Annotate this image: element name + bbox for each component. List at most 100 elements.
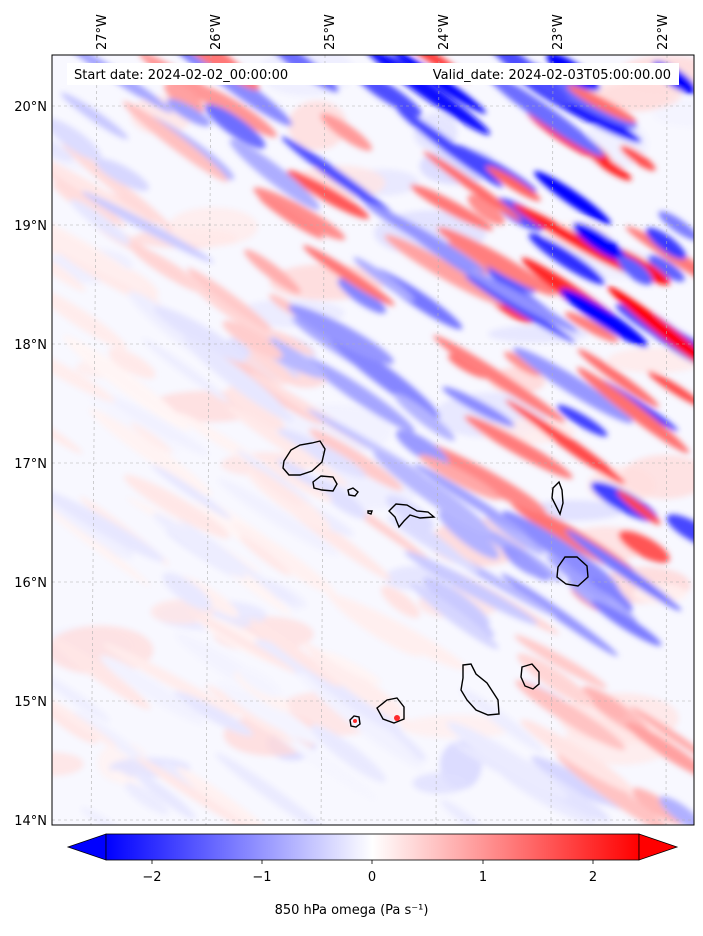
field-streak (576, 367, 690, 454)
field-streak (281, 136, 394, 217)
field-streak (409, 582, 499, 650)
field-streak (310, 724, 386, 783)
field-streak (501, 573, 619, 657)
field-streak (123, 474, 230, 539)
field-streak (52, 490, 165, 562)
field-streak (515, 680, 626, 751)
field-streak (353, 257, 415, 302)
field-blob (52, 752, 84, 776)
lon-tick-label: 22°W (656, 14, 671, 50)
island-branco (367, 510, 373, 515)
field-streak (381, 585, 420, 618)
field-streak (512, 203, 634, 275)
field-streak (502, 511, 618, 589)
lat-tick-label: 14°N (14, 814, 47, 829)
field-streak (187, 267, 273, 332)
field-streak (249, 618, 341, 687)
field-streak (410, 184, 493, 231)
field-streak (452, 742, 541, 791)
field-streak (52, 691, 118, 748)
field-streak (99, 655, 205, 724)
field-streak (205, 684, 294, 744)
field-streak (404, 550, 538, 625)
field-blob (606, 347, 694, 373)
field-streak (413, 463, 527, 535)
lon-tick-label: 27°W (95, 14, 110, 50)
lon-tick-label: 25°W (323, 14, 338, 50)
field-streak (288, 304, 394, 364)
field-streak (176, 766, 293, 825)
field-streak (666, 514, 694, 548)
field-streak (52, 675, 110, 722)
omega-field (52, 55, 694, 825)
field-streak (62, 335, 190, 431)
field-streak (321, 651, 382, 685)
field-streak (52, 638, 151, 710)
colorbar-tick-label: 1 (479, 870, 487, 885)
field-streak (528, 233, 605, 285)
field-streak (103, 643, 239, 718)
field-streak (617, 255, 653, 285)
field-streak (81, 807, 123, 825)
field-streak (433, 335, 566, 424)
field-streak (567, 84, 637, 124)
field-streak (313, 478, 367, 519)
field-streak (309, 428, 403, 491)
field-streak (306, 358, 415, 433)
field-streak (517, 653, 594, 707)
field-streak (438, 510, 500, 560)
field-streak (286, 170, 370, 219)
field-streak (396, 107, 503, 188)
field-streak (70, 199, 131, 245)
field-blob (621, 454, 694, 499)
field-streak (52, 501, 151, 587)
colorbar-bar (105, 833, 640, 861)
field-streak (60, 92, 129, 140)
field-streak (607, 286, 694, 383)
field-streak (183, 336, 294, 422)
field-streak (625, 721, 694, 780)
field-streak (440, 799, 483, 825)
field-streak (270, 330, 315, 356)
field-streak (52, 221, 144, 290)
field-streak (135, 756, 252, 825)
field-streak (204, 104, 266, 149)
field-streak (95, 158, 150, 191)
field-streak (589, 578, 633, 612)
field-streak (178, 518, 300, 611)
field-streak (437, 226, 556, 296)
lon-tick-labels: 27°W 26°W 25°W 24°W 23°W 22°W (95, 14, 671, 50)
field-streak (150, 464, 232, 520)
gridlines (52, 55, 694, 825)
field-streak (419, 454, 501, 500)
colorbar-tick-label: −1 (252, 870, 271, 885)
field-streak (244, 249, 301, 294)
map-frame (51, 54, 695, 826)
lon-tick-label: 23°W (551, 14, 566, 50)
lat-tick-label: 19°N (14, 219, 47, 234)
field-streak (447, 721, 568, 799)
field-streak (249, 465, 303, 507)
field-streak (384, 234, 504, 306)
field-streak (494, 198, 545, 231)
field-streak (218, 682, 323, 745)
field-streak (153, 306, 247, 363)
field-streak (52, 247, 86, 292)
field-streak (238, 667, 282, 698)
field-streak (258, 195, 324, 240)
lat-tick-label: 16°N (14, 576, 47, 591)
field-streak (647, 371, 694, 407)
field-streak (423, 150, 522, 222)
field-streak (556, 404, 608, 437)
colorbar-extend-low (66, 833, 107, 861)
field-streak (616, 490, 661, 525)
field-streak (122, 101, 229, 182)
field-streak (560, 288, 649, 348)
field-streak (227, 386, 285, 431)
field-streak (166, 98, 211, 127)
field-streak (647, 255, 685, 282)
island-santa-luzia (347, 487, 359, 497)
field-streak (658, 211, 694, 241)
coastlines (282, 440, 589, 728)
